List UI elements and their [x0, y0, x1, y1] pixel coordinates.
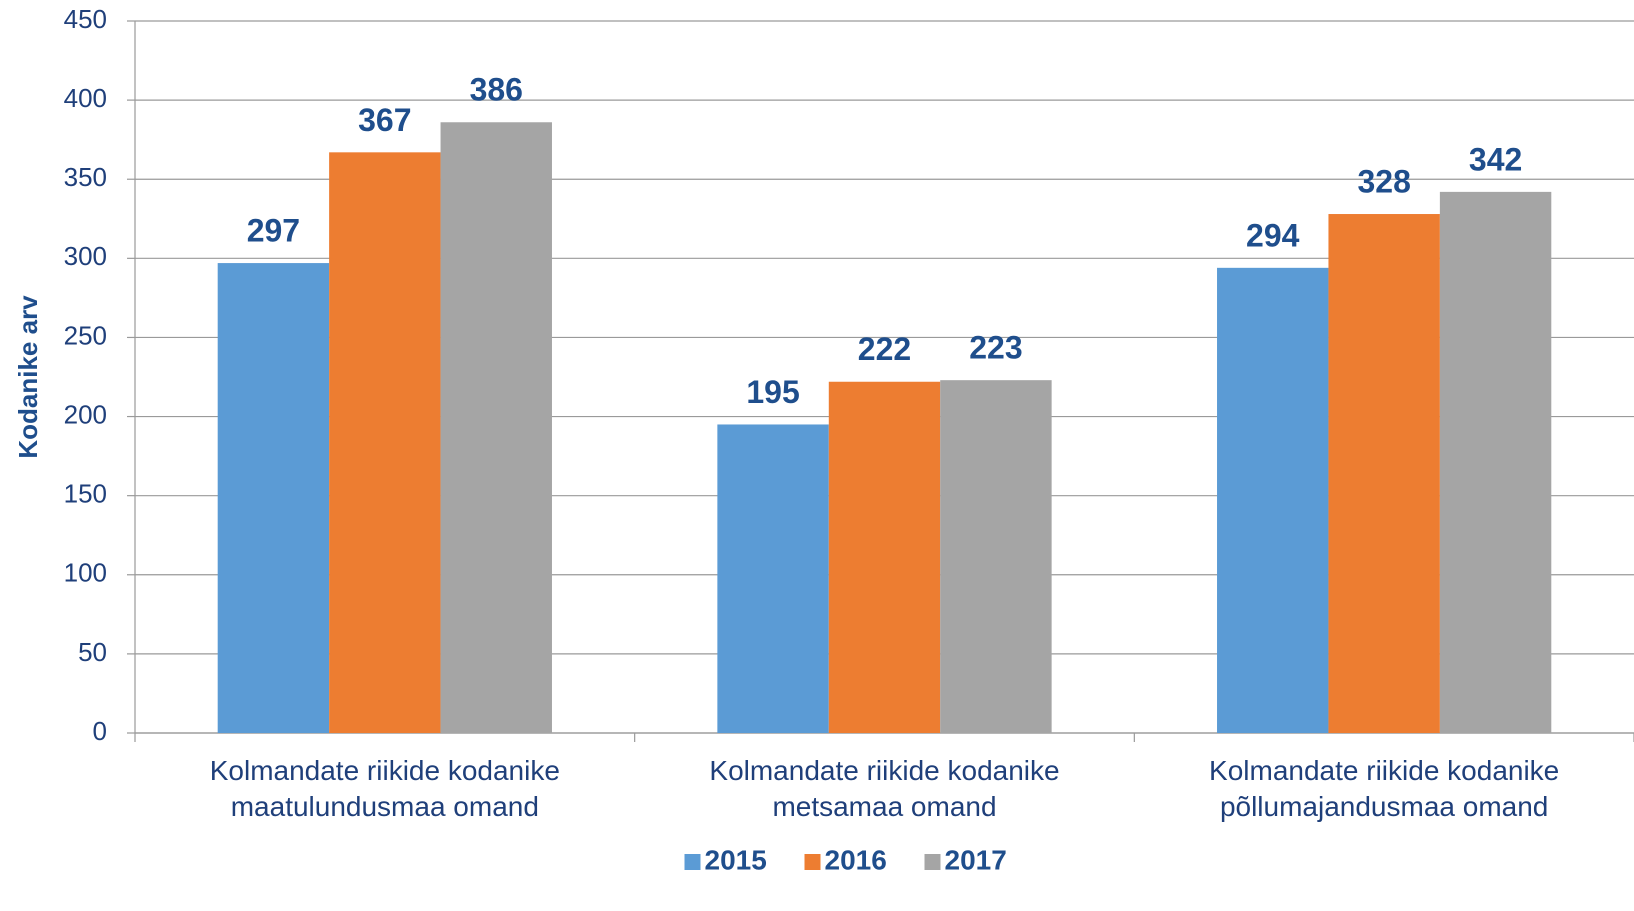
legend-label: 2017 [945, 844, 1007, 875]
legend-label: 2016 [825, 844, 887, 875]
x-tick-label: Kolmandate riikide kodanike põllumajandu… [1209, 755, 1560, 822]
data-label: 342 [1469, 141, 1522, 177]
legend-swatch [684, 854, 701, 870]
y-tick-label: 0 [93, 716, 107, 746]
bar [440, 122, 552, 734]
legend-swatch [804, 854, 821, 870]
y-tick-label: 250 [64, 320, 107, 350]
y-tick-label: 300 [64, 241, 107, 271]
y-axis-label: Kodanike arv [13, 295, 43, 459]
legend-label: 2015 [705, 844, 767, 875]
legend-swatch [924, 854, 941, 870]
bar [1217, 267, 1329, 733]
bar [217, 263, 330, 733]
y-tick-label: 400 [64, 83, 107, 113]
data-label: 222 [858, 331, 911, 367]
y-tick-label: 450 [64, 4, 107, 34]
data-label: 294 [1246, 217, 1300, 253]
bar [717, 424, 829, 733]
x-tick-label: Kolmandate riikide kodanike maatulundusm… [209, 755, 560, 822]
data-label: 328 [1357, 163, 1410, 199]
data-label: 223 [969, 330, 1022, 366]
y-tick-label: 50 [78, 637, 107, 667]
data-label: 195 [746, 374, 799, 410]
data-label: 297 [247, 213, 300, 249]
bar [1328, 214, 1440, 733]
x-tick-label: Kolmandate riikide kodanike metsamaa oma… [709, 755, 1060, 822]
y-tick-label: 350 [64, 162, 107, 192]
y-tick-label: 200 [64, 399, 107, 429]
data-label: 386 [470, 72, 523, 108]
bar [329, 152, 441, 733]
y-tick-label: 150 [64, 479, 107, 509]
bar [940, 380, 1052, 733]
bar [1439, 191, 1552, 733]
data-label: 367 [358, 102, 411, 138]
y-tick-label: 100 [64, 558, 107, 588]
bar [828, 381, 941, 733]
